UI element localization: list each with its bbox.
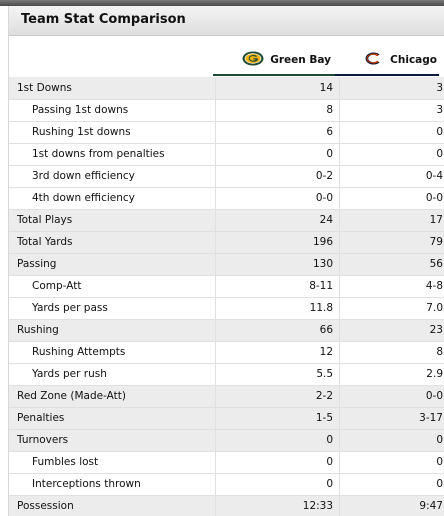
stat-row: Turnovers 0 0	[9, 429, 444, 452]
green-bay-value: 24	[215, 209, 340, 232]
chicago-value: 0-0	[339, 385, 444, 408]
chicago-value: 0-0	[339, 187, 444, 210]
chicago-value: 23	[339, 319, 444, 342]
stat-label: 4th down efficiency	[9, 187, 216, 210]
chicago-value: 3	[339, 99, 444, 122]
stat-label: Turnovers	[9, 429, 216, 452]
chicago-value: 0	[339, 121, 444, 144]
chicago-value: 7.0	[339, 297, 444, 320]
teams-header-row: Green Bay Chicago	[9, 46, 444, 76]
stat-row: 1st Downs 14 3	[9, 77, 444, 100]
stat-subrow: Yards per pass 11.8 7.0	[9, 297, 444, 320]
stat-label: Red Zone (Made-Att)	[9, 385, 216, 408]
team-stat-panel: Team Stat Comparison Green Bay Chica	[8, 6, 444, 516]
chicago-value: 0	[339, 143, 444, 166]
team-header-chicago: Chicago	[335, 46, 439, 76]
stat-row: Total Yards 196 79	[9, 231, 444, 254]
stat-label: Rushing	[9, 319, 216, 342]
chicago-value: 9:47	[339, 495, 444, 516]
chicago-value: 17	[339, 209, 444, 232]
stat-row: Penalties 1-5 3-17	[9, 407, 444, 430]
chicago-value: 3-17	[339, 407, 444, 430]
stat-subrow: Yards per rush 5.5 2.9	[9, 363, 444, 386]
stat-row: Passing 130 56	[9, 253, 444, 276]
stat-label: 1st Downs	[9, 77, 216, 100]
panel-title: Team Stat Comparison	[21, 12, 186, 27]
stat-subrow: Interceptions thrown 0 0	[9, 473, 444, 496]
packers-g-logo-icon	[242, 51, 264, 69]
stat-label: Penalties	[9, 407, 216, 430]
stat-label: Yards per rush	[9, 363, 216, 386]
chicago-value: 2.9	[339, 363, 444, 386]
stat-subrow: 1st downs from penalties 0 0	[9, 143, 444, 166]
green-bay-value: 12	[215, 341, 340, 364]
green-bay-value: 8-11	[215, 275, 340, 298]
stat-row: Red Zone (Made-Att) 2-2 0-0	[9, 385, 444, 408]
window-top-strip	[0, 0, 444, 6]
stat-label: Yards per pass	[9, 297, 216, 320]
green-bay-value: 0-2	[215, 165, 340, 188]
green-bay-value: 1-5	[215, 407, 340, 430]
stat-label: Rushing 1st downs	[9, 121, 216, 144]
green-bay-value: 2-2	[215, 385, 340, 408]
stat-subrow: 4th down efficiency 0-0 0-0	[9, 187, 444, 210]
green-bay-value: 66	[215, 319, 340, 342]
stat-label: Total Yards	[9, 231, 216, 254]
stat-label: Fumbles lost	[9, 451, 216, 474]
stat-label: Interceptions thrown	[9, 473, 216, 496]
bears-c-logo-icon	[362, 51, 384, 69]
stat-row: Possession 12:33 9:47	[9, 495, 444, 516]
stat-subrow: 3rd down efficiency 0-2 0-4	[9, 165, 444, 188]
team-name-green-bay: Green Bay	[270, 54, 331, 66]
green-bay-value: 6	[215, 121, 340, 144]
chicago-value: 3	[339, 77, 444, 100]
stat-label: Comp-Att	[9, 275, 216, 298]
chicago-value: 0-4	[339, 165, 444, 188]
stat-label: Total Plays	[9, 209, 216, 232]
stat-row: Total Plays 24 17	[9, 209, 444, 232]
panel-header: Team Stat Comparison	[9, 6, 444, 36]
stat-label: 1st downs from penalties	[9, 143, 216, 166]
green-bay-value: 130	[215, 253, 340, 276]
stat-subrow: Passing 1st downs 8 3	[9, 99, 444, 122]
chicago-value: 79	[339, 231, 444, 254]
green-bay-value: 11.8	[215, 297, 340, 320]
green-bay-value: 0-0	[215, 187, 340, 210]
chicago-value: 0	[339, 429, 444, 452]
green-bay-value: 0	[215, 451, 340, 474]
green-bay-value: 14	[215, 77, 340, 100]
chicago-value: 0	[339, 473, 444, 496]
chicago-value: 4-8	[339, 275, 444, 298]
chicago-value: 0	[339, 451, 444, 474]
green-bay-value: 0	[215, 429, 340, 452]
stat-row: Rushing 66 23	[9, 319, 444, 342]
green-bay-value: 196	[215, 231, 340, 254]
stat-subrow: Rushing Attempts 12 8	[9, 341, 444, 364]
stat-label: 3rd down efficiency	[9, 165, 216, 188]
green-bay-value: 8	[215, 99, 340, 122]
stat-label: Rushing Attempts	[9, 341, 216, 364]
stat-label: Passing	[9, 253, 216, 276]
chicago-value: 56	[339, 253, 444, 276]
team-name-chicago: Chicago	[390, 54, 437, 66]
stat-label: Passing 1st downs	[9, 99, 216, 122]
green-bay-value: 0	[215, 473, 340, 496]
stat-subrow: Fumbles lost 0 0	[9, 451, 444, 474]
stats-table: 1st Downs 14 3 Passing 1st downs 8 3 Rushing 1…	[9, 77, 444, 516]
green-bay-value: 0	[215, 143, 340, 166]
stat-subrow: Comp-Att 8-11 4-8	[9, 275, 444, 298]
team-header-green-bay: Green Bay	[213, 46, 335, 76]
stat-label: Possession	[9, 495, 216, 516]
green-bay-value: 5.5	[215, 363, 340, 386]
stat-subrow: Rushing 1st downs 6 0	[9, 121, 444, 144]
chicago-value: 8	[339, 341, 444, 364]
green-bay-value: 12:33	[215, 495, 340, 516]
